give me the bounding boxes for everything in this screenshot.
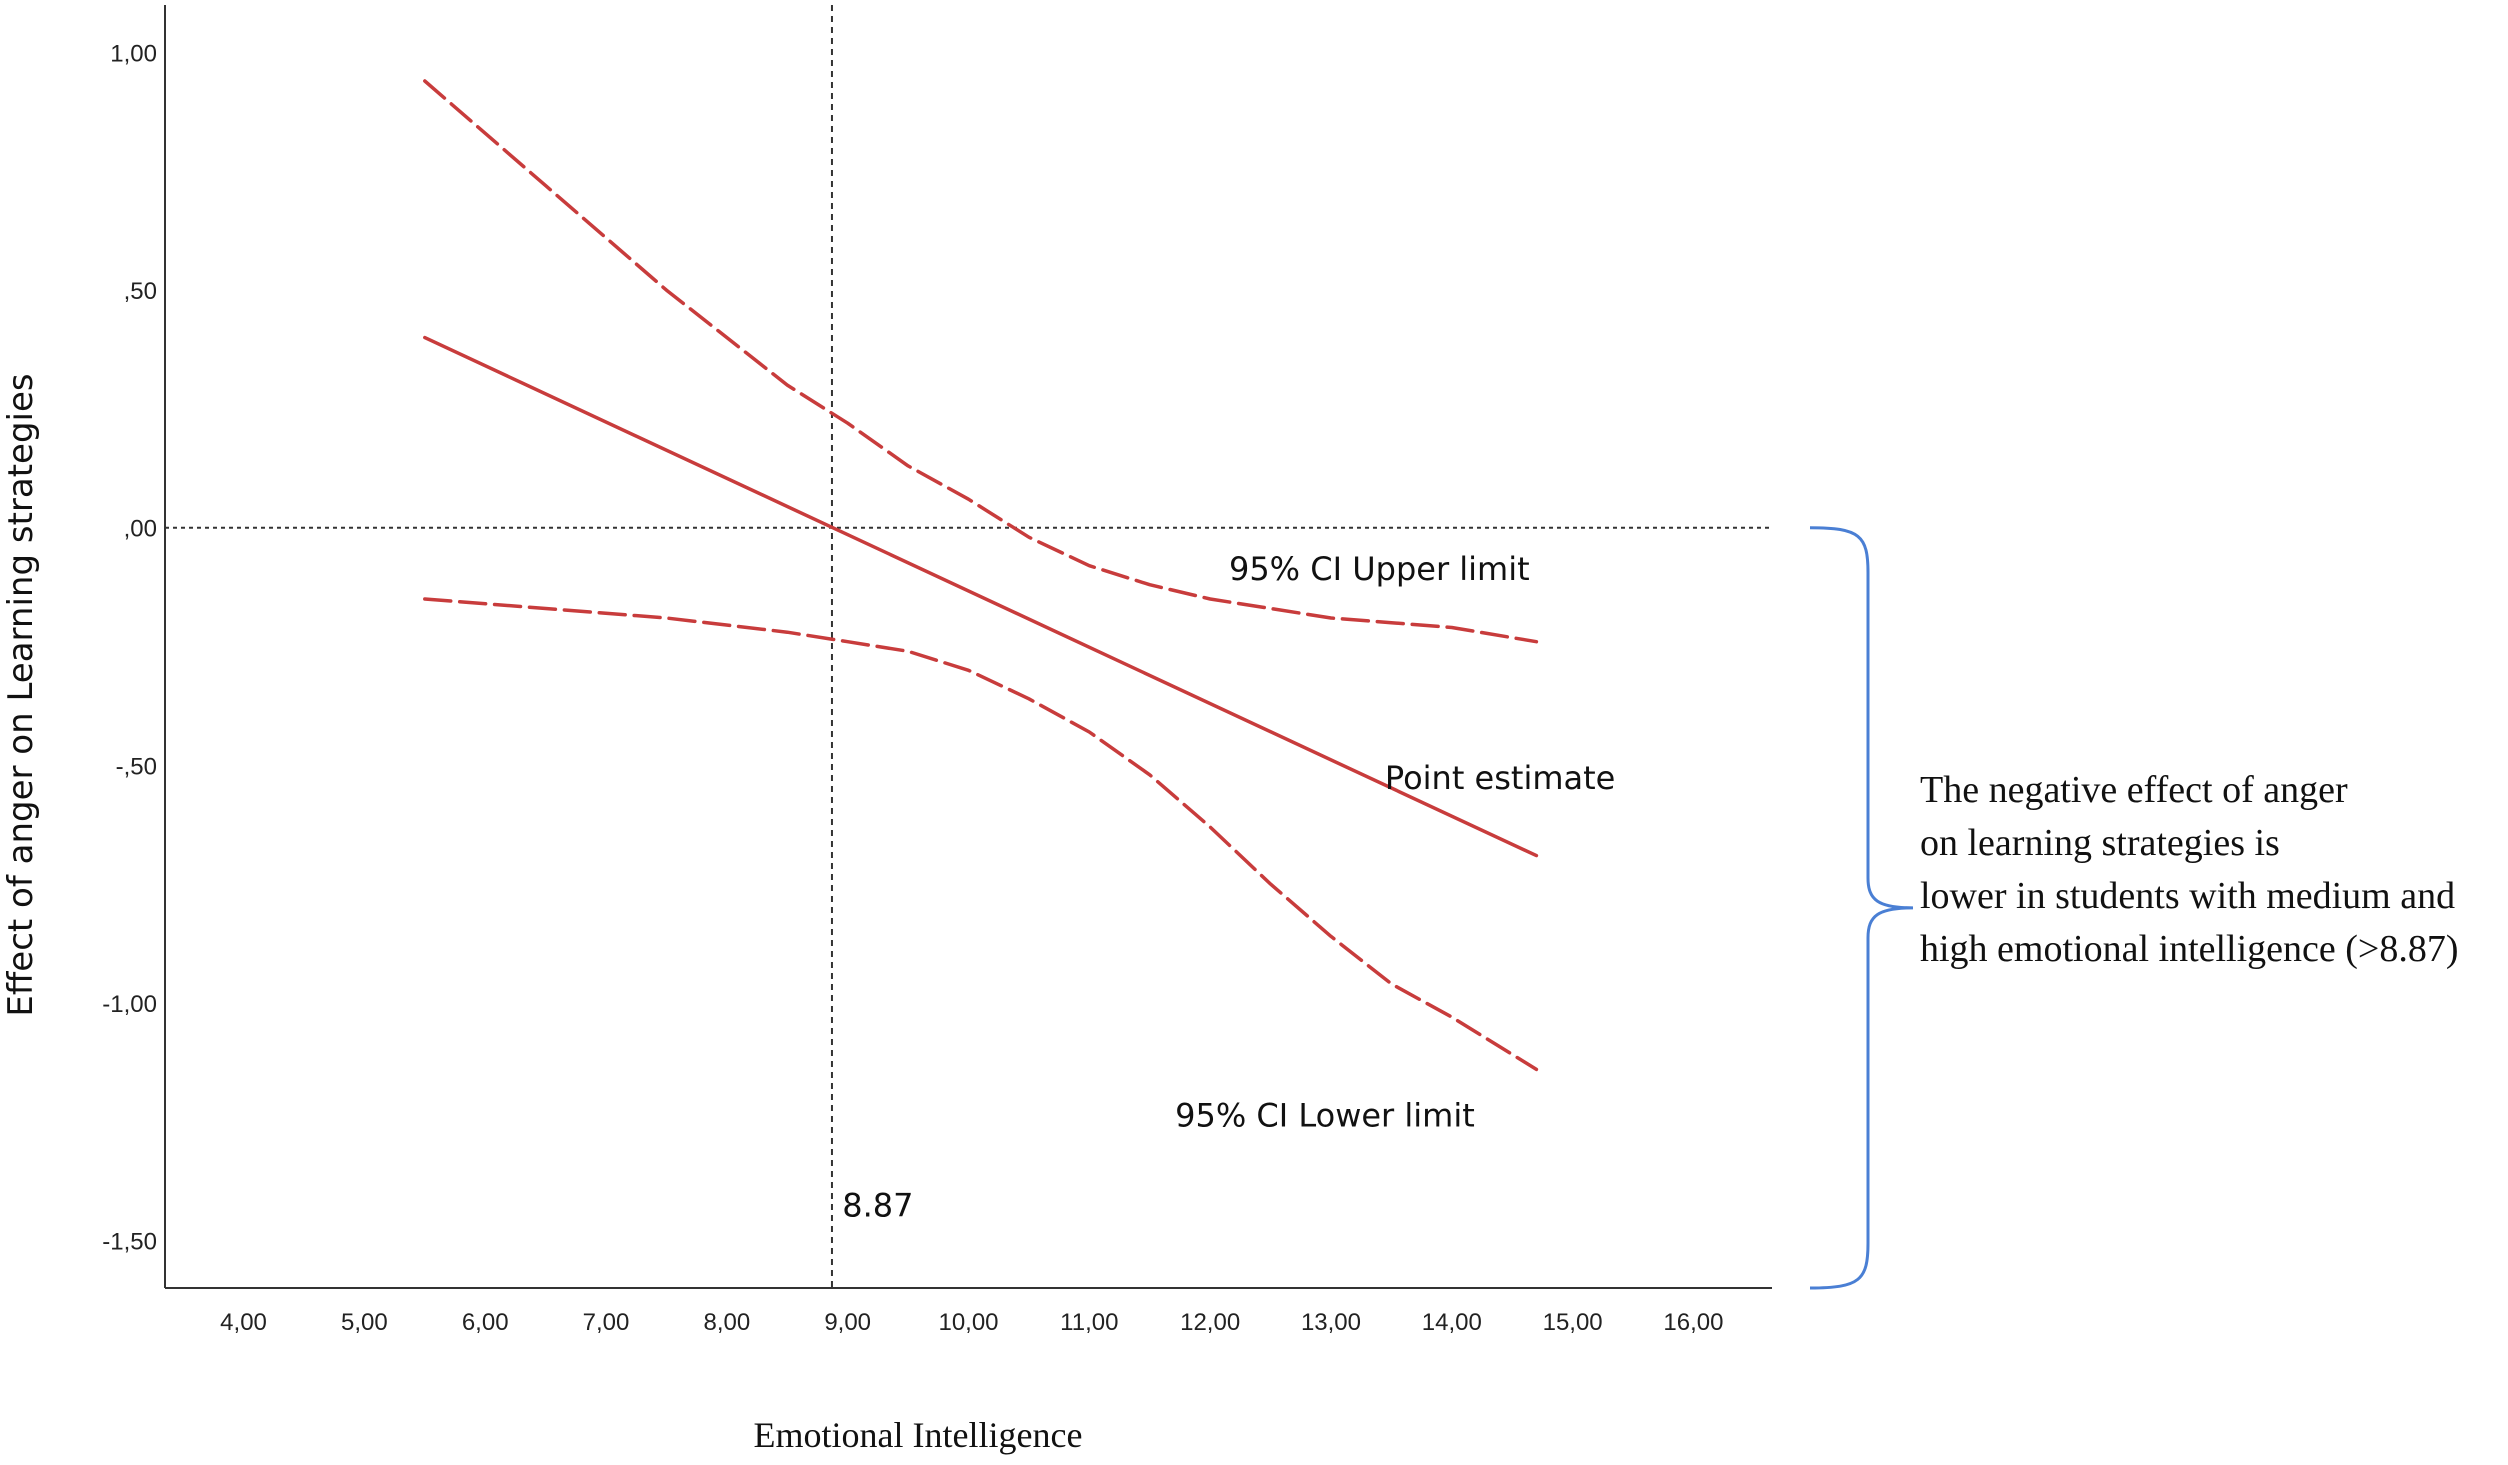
x-tick-label: 15,00: [1543, 1309, 1603, 1336]
x-tick-label: 11,00: [1060, 1309, 1118, 1336]
y-tick-label: -1,00: [102, 991, 157, 1018]
x-tick-label: 14,00: [1422, 1309, 1482, 1336]
x-tick-label: 8,00: [703, 1309, 750, 1336]
annotation-label: 95% CI Upper limit: [1229, 550, 1530, 588]
bracket-note-line: The negative effect of anger: [1920, 769, 2348, 811]
x-tick-label: 6,00: [462, 1309, 509, 1336]
x-tick-label: 7,00: [583, 1309, 630, 1336]
x-tick-label: 16,00: [1663, 1309, 1723, 1336]
x-tick-label: 13,00: [1301, 1309, 1361, 1336]
bracket-brace: [1809, 526, 1914, 1290]
annotation-label: 8.87: [842, 1187, 913, 1225]
x-tick-label: 5,00: [341, 1309, 388, 1336]
bracket-note-line: on learning strategies is: [1920, 822, 2280, 864]
y-tick-label: -1,50: [102, 1228, 157, 1255]
x-tick-label: 9,00: [824, 1309, 871, 1336]
annotation-label: 95% CI Lower limit: [1175, 1096, 1475, 1134]
x-axis-label: Emotional Intelligence: [754, 1415, 1083, 1455]
y-tick-label: -,50: [116, 753, 157, 780]
x-tick-label: 4,00: [220, 1309, 267, 1336]
series-line-lower-ci: [423, 597, 1539, 1072]
y-axis-label: Effect of anger on Learning strategies: [1, 373, 41, 1016]
y-tick-label: ,50: [124, 278, 157, 305]
x-tick-label: 10,00: [938, 1309, 998, 1336]
y-tick-label: ,00: [124, 516, 157, 543]
bracket-note-line: lower in students with medium and: [1920, 875, 2455, 917]
bracket-note-line: high emotional intelligence (>8.87): [1920, 928, 2459, 970]
annotation-label: Point estimate: [1385, 759, 1615, 797]
series-line-upper-ci: [423, 79, 1539, 644]
y-tick-label: 1,00: [110, 41, 157, 68]
x-tick-label: 12,00: [1180, 1309, 1240, 1336]
series-line-point-estimate: [423, 335, 1539, 858]
